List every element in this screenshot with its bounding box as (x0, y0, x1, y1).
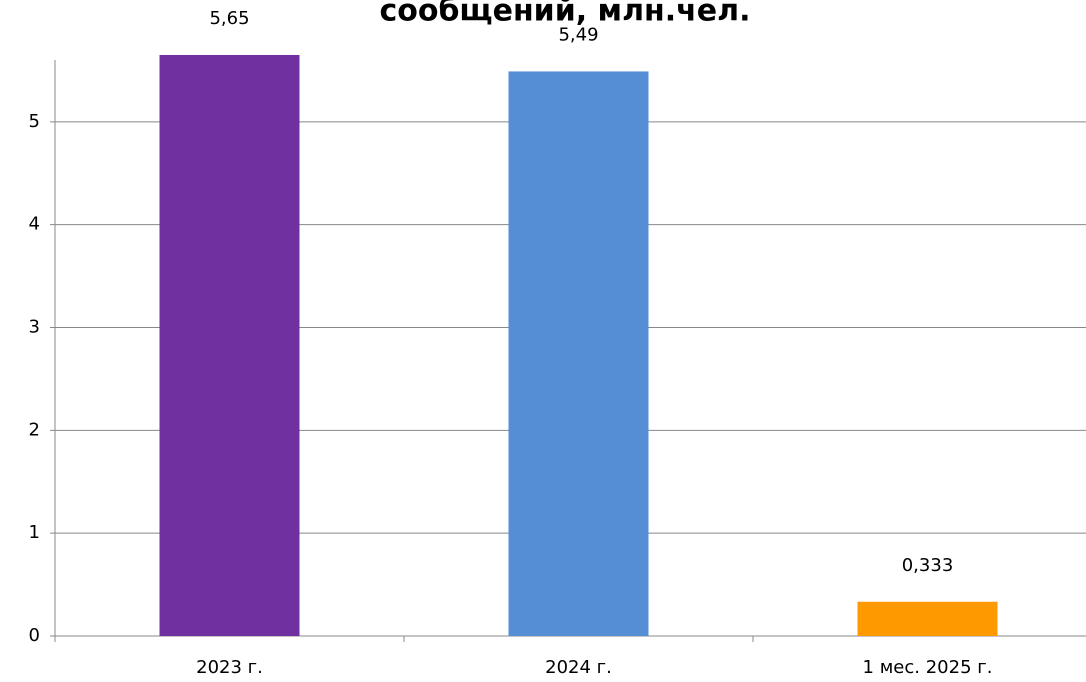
y-tick-label: 5 (29, 111, 40, 132)
x-tick-label: 2024 г. (545, 657, 612, 678)
value-label: 5,65 (209, 8, 249, 29)
value-label: 5,49 (558, 24, 598, 45)
y-tick-label: 2 (29, 419, 40, 440)
bar (857, 601, 998, 636)
chart-title: сообщений, млн.чел. (379, 0, 750, 29)
y-tick-label: 0 (29, 625, 40, 646)
x-tick-label: 1 мес. 2025 г. (863, 657, 993, 678)
y-tick-label: 3 (29, 317, 40, 338)
bar (159, 54, 300, 637)
x-tick-label: 2023 г. (196, 657, 263, 678)
value-label: 0,333 (902, 555, 954, 576)
bar (508, 71, 649, 636)
y-tick-label: 1 (29, 522, 40, 543)
y-tick-label: 4 (29, 214, 40, 235)
